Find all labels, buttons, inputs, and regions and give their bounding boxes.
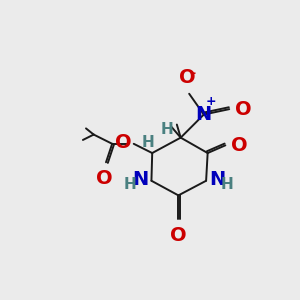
Text: H: H: [161, 122, 174, 137]
Text: O: O: [231, 136, 248, 155]
Text: +: +: [206, 95, 216, 108]
Text: N: N: [132, 170, 148, 190]
Text: -: -: [190, 67, 196, 80]
Text: O: O: [178, 68, 195, 87]
Text: H: H: [142, 135, 155, 150]
Text: O: O: [170, 226, 187, 245]
Text: N: N: [209, 170, 225, 190]
Text: O: O: [235, 100, 251, 118]
Text: O: O: [115, 133, 131, 152]
Text: O: O: [96, 169, 113, 188]
Text: H: H: [124, 177, 137, 192]
Text: N: N: [196, 105, 212, 124]
Text: H: H: [221, 177, 233, 192]
